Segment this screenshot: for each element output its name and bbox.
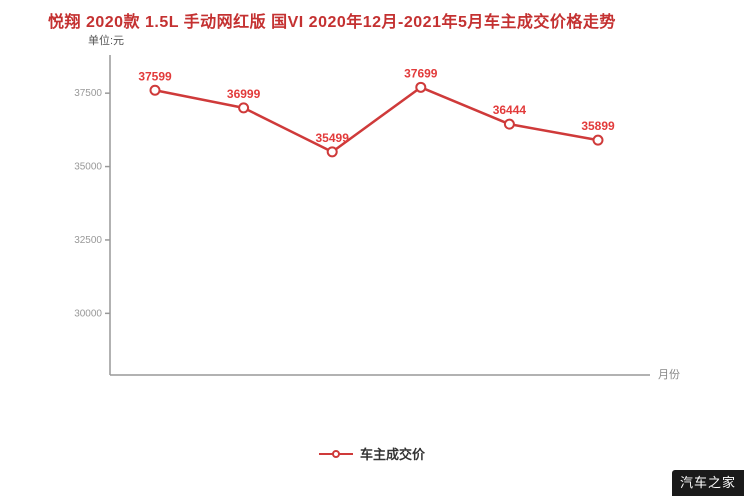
y-tick-label: 32500	[74, 235, 102, 246]
legend: 车主成交价	[318, 444, 426, 463]
line-series	[153, 86, 600, 154]
data-point-label: 37699	[404, 66, 438, 80]
legend-dot-icon	[331, 449, 340, 458]
data-point-label: 37599	[138, 69, 172, 83]
chart-title: 悦翔 2020款 1.5L 手动网红版 国VI 2020年12月-2021年5月…	[48, 14, 616, 31]
legend-line-marker-icon	[318, 448, 353, 460]
data-point-label: 36999	[227, 87, 261, 101]
site-watermark: 汽车之家	[671, 470, 744, 496]
y-tick-label: 35000	[74, 162, 102, 173]
legend-label: 车主成交价	[359, 447, 426, 462]
data-point-label: 35899	[581, 119, 615, 133]
y-tick-label: 30000	[74, 308, 102, 319]
x-axis-title: 月份	[658, 369, 680, 381]
data-point-marker	[238, 102, 250, 114]
data-point-label: 35499	[316, 131, 350, 145]
data-point-marker	[503, 118, 515, 130]
data-point-marker	[149, 84, 161, 96]
data-point-marker	[592, 134, 604, 146]
y-axis-unit-label: 单位:元	[88, 35, 125, 47]
data-point-marker	[415, 81, 427, 93]
data-point-marker	[326, 146, 338, 158]
data-point-label: 36444	[493, 103, 527, 117]
y-tick-label: 37500	[74, 88, 102, 99]
